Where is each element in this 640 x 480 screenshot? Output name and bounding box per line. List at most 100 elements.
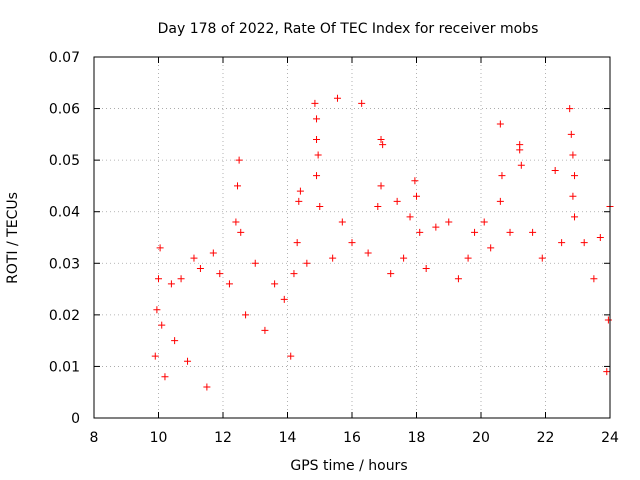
y-tick-label: 0.04 bbox=[49, 205, 80, 221]
x-axis-label: GPS time / hours bbox=[290, 458, 407, 474]
data-point bbox=[235, 156, 243, 164]
data-point bbox=[516, 146, 524, 154]
data-point bbox=[387, 270, 395, 278]
data-point bbox=[303, 259, 311, 267]
y-tick-label: 0.05 bbox=[49, 153, 80, 169]
data-point bbox=[203, 383, 211, 391]
y-axis-label: ROTI / TECUs bbox=[5, 192, 21, 284]
data-point bbox=[393, 197, 401, 205]
data-point bbox=[496, 120, 504, 128]
data-point bbox=[338, 218, 346, 226]
data-point bbox=[216, 270, 224, 278]
x-tick-label: 8 bbox=[90, 430, 99, 446]
data-point bbox=[498, 172, 506, 180]
data-point bbox=[364, 249, 372, 257]
data-point bbox=[313, 115, 321, 123]
data-points bbox=[151, 94, 614, 391]
data-point bbox=[529, 228, 537, 236]
data-point bbox=[225, 280, 233, 288]
data-point bbox=[569, 151, 577, 159]
y-tick-labels: 0 0.01 0.02 0.03 0.04 0.05 0.06 0.07 bbox=[49, 50, 80, 427]
data-point bbox=[177, 275, 185, 283]
data-point bbox=[358, 99, 366, 107]
data-point bbox=[487, 244, 495, 252]
x-tick-label: 18 bbox=[408, 430, 426, 446]
data-point bbox=[261, 326, 269, 334]
data-point bbox=[411, 177, 419, 185]
data-point bbox=[295, 197, 303, 205]
data-point bbox=[571, 172, 579, 180]
data-point bbox=[603, 368, 611, 376]
data-point bbox=[151, 352, 159, 360]
data-point bbox=[153, 306, 161, 314]
data-point bbox=[242, 311, 250, 319]
data-point bbox=[604, 316, 612, 324]
data-point bbox=[348, 239, 356, 247]
data-point bbox=[551, 166, 559, 174]
y-tick-label: 0.06 bbox=[49, 102, 80, 118]
data-point bbox=[596, 234, 604, 241]
data-point bbox=[379, 141, 387, 149]
x-tick-label: 16 bbox=[343, 430, 361, 446]
data-point bbox=[311, 99, 319, 107]
data-point bbox=[313, 136, 321, 144]
data-point bbox=[296, 187, 304, 195]
data-point bbox=[234, 182, 242, 190]
data-point bbox=[569, 192, 577, 200]
data-point bbox=[480, 218, 488, 226]
data-point bbox=[155, 275, 162, 283]
data-point bbox=[567, 130, 575, 138]
x-tick-label: 10 bbox=[150, 430, 168, 446]
data-point bbox=[496, 197, 504, 205]
data-point bbox=[464, 254, 472, 262]
data-point bbox=[237, 228, 245, 236]
y-tick-label: 0.02 bbox=[49, 308, 80, 324]
y-tick-label: 0.01 bbox=[49, 359, 80, 375]
axis-ticks bbox=[93, 56, 611, 419]
x-tick-label: 22 bbox=[537, 430, 555, 446]
data-point bbox=[517, 161, 525, 169]
data-point bbox=[400, 254, 408, 262]
data-point bbox=[471, 228, 479, 236]
y-tick-label: 0.03 bbox=[49, 256, 80, 272]
x-tick-label: 20 bbox=[472, 430, 490, 446]
data-point bbox=[293, 239, 301, 247]
data-point bbox=[280, 295, 288, 303]
data-point bbox=[313, 172, 321, 180]
data-point bbox=[329, 254, 337, 262]
x-tick-labels: 8 10 12 14 16 18 20 22 24 bbox=[90, 430, 619, 446]
data-point bbox=[271, 280, 279, 288]
data-point bbox=[190, 254, 198, 262]
data-point bbox=[333, 94, 341, 102]
data-point bbox=[422, 264, 430, 272]
data-point bbox=[538, 254, 546, 262]
data-point bbox=[232, 218, 240, 226]
data-point bbox=[290, 270, 298, 278]
data-point bbox=[171, 337, 179, 345]
data-point bbox=[454, 275, 462, 283]
x-tick-label: 12 bbox=[214, 430, 232, 446]
data-point bbox=[445, 218, 453, 226]
data-point bbox=[432, 223, 440, 231]
data-point bbox=[196, 264, 204, 272]
y-tick-label: 0 bbox=[71, 411, 80, 427]
data-point bbox=[377, 182, 385, 190]
data-point bbox=[184, 357, 192, 365]
data-point bbox=[314, 151, 322, 159]
data-point bbox=[167, 280, 175, 288]
data-point bbox=[287, 352, 295, 360]
grid-lines bbox=[94, 57, 610, 418]
data-point bbox=[161, 373, 169, 381]
x-tick-label: 14 bbox=[279, 430, 297, 446]
data-point bbox=[566, 105, 574, 113]
data-point bbox=[156, 244, 164, 252]
data-point bbox=[406, 213, 414, 221]
data-point bbox=[506, 228, 514, 236]
data-point bbox=[209, 249, 217, 257]
data-point bbox=[377, 136, 385, 144]
chart-title: Day 178 of 2022, Rate Of TEC Index for r… bbox=[158, 21, 539, 37]
data-point bbox=[374, 203, 382, 211]
data-point bbox=[580, 239, 588, 247]
data-point bbox=[251, 259, 259, 267]
